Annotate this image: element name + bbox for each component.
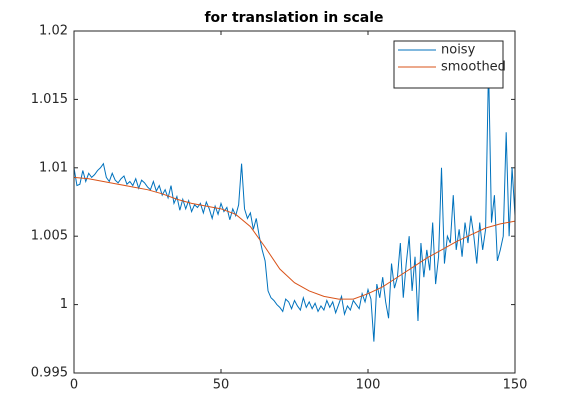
axes-box (73, 30, 516, 374)
y-tick-label: 1.005 (31, 229, 68, 244)
series-line (73, 65, 516, 342)
chart-title: for translation in scale (204, 10, 383, 26)
x-tick-label: 150 (503, 378, 528, 393)
legend-box (393, 40, 504, 89)
series-line (73, 176, 516, 300)
y-tick-label: 1.02 (39, 24, 68, 39)
y-tick-label: 0.995 (31, 366, 68, 381)
y-tick-label: 1.015 (31, 92, 68, 107)
y-tick-label: 1 (60, 297, 68, 312)
x-tick-label: 50 (213, 378, 230, 393)
legend-label: smoothed (441, 60, 506, 75)
x-tick-label: 0 (70, 378, 78, 393)
y-tick-label: 1.01 (39, 160, 68, 175)
legend-label: noisy (441, 43, 476, 58)
x-tick-label: 100 (356, 378, 381, 393)
